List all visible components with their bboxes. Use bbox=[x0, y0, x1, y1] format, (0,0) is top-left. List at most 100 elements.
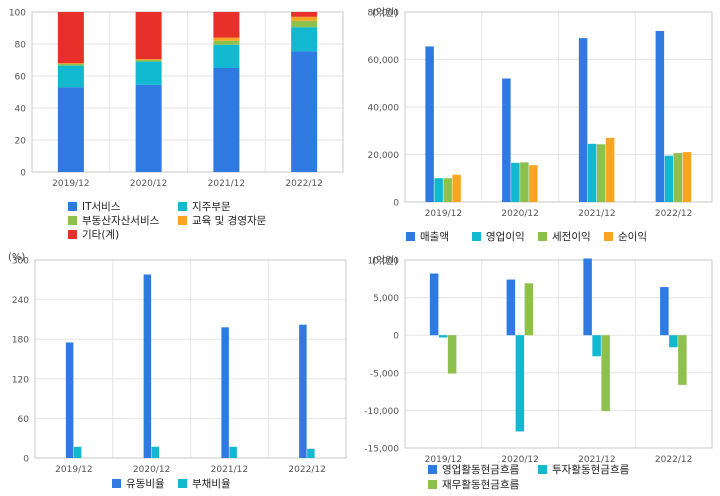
bar bbox=[587, 143, 597, 202]
bar bbox=[143, 274, 152, 458]
ratios-chart: (%) 0 60 120 180 240 300 2019/12 2020/12 2021/12… bbox=[0, 248, 360, 496]
legend-label: 영업이익 bbox=[486, 231, 525, 243]
legend-item-investing-cf[interactable]: 투자활동현금흐름 bbox=[538, 462, 629, 477]
legend-label: 영업활동현금흐름 bbox=[442, 464, 520, 476]
bar bbox=[299, 324, 307, 458]
bar bbox=[601, 335, 610, 412]
bar bbox=[529, 165, 538, 202]
x-tick-label: 2019/12 bbox=[425, 209, 462, 219]
y-tick-label: 60,000 bbox=[368, 56, 400, 66]
legend-item-financing-cf[interactable]: 재무활동현금흐름 bbox=[428, 477, 519, 492]
y-tick-label: 0 bbox=[393, 199, 399, 209]
x-tick-label: 2021/12 bbox=[578, 209, 615, 219]
legend-item-holding[interactable]: 지주부문 bbox=[178, 199, 231, 214]
bar bbox=[291, 16, 318, 21]
bar bbox=[221, 327, 229, 458]
x-tick-label: 2021/12 bbox=[211, 465, 248, 475]
bar bbox=[669, 335, 678, 348]
bar bbox=[583, 258, 592, 336]
bar bbox=[213, 37, 240, 41]
y-tick-label: 0 bbox=[20, 169, 26, 179]
bar bbox=[447, 335, 457, 374]
earnings-plot: 0 20,000 40,000 60,000 80,000 2019/12 2020/12 2… bbox=[368, 9, 713, 219]
y-tick-label: -5,000 bbox=[370, 369, 399, 379]
bar bbox=[291, 20, 318, 28]
legend-label: 지주부문 bbox=[192, 201, 231, 213]
legend-item-education[interactable]: 교육 및 경영자문 bbox=[178, 213, 266, 228]
x-tick-label: 2022/12 bbox=[285, 179, 322, 189]
bar bbox=[660, 287, 669, 336]
x-tick-label: 2021/12 bbox=[578, 455, 615, 465]
legend-label: 투자활동현금흐름 bbox=[552, 464, 630, 476]
legend-item-current-ratio[interactable]: 유동비율 bbox=[112, 476, 165, 491]
bar bbox=[291, 12, 318, 17]
bar bbox=[57, 64, 84, 66]
bar bbox=[655, 31, 665, 202]
ratios-unit-label: (%) bbox=[8, 252, 26, 263]
legend-item-other[interactable]: 기타(계) bbox=[68, 227, 119, 242]
y-tick-label: 20,000 bbox=[368, 151, 400, 161]
bar bbox=[511, 162, 520, 202]
revenue-mix-plot: 0 20 40 60 80 100 2019/12 2020/12 2021/12 2022/12 bbox=[9, 9, 344, 189]
bar bbox=[682, 152, 692, 202]
y-tick-label: 80 bbox=[15, 41, 27, 51]
y-tick-label: 120 bbox=[12, 375, 29, 385]
x-tick-label: 2019/12 bbox=[55, 465, 92, 475]
bar bbox=[425, 46, 434, 202]
legend-item-operating-profit[interactable]: 영업이익 bbox=[472, 229, 525, 244]
bar bbox=[664, 155, 674, 202]
legend-item-revenue[interactable]: 매출액 bbox=[406, 229, 449, 244]
bar bbox=[291, 27, 318, 52]
bar bbox=[515, 335, 525, 432]
bar bbox=[213, 40, 240, 45]
ratios-plot: 0 60 120 180 240 300 2019/12 2020/12 2021/12 2022… bbox=[12, 257, 347, 475]
legend-label: IT서비스 bbox=[82, 201, 121, 213]
y-tick-label: 60 bbox=[15, 73, 27, 83]
legend-label: 재무활동현금흐름 bbox=[442, 479, 520, 491]
bar bbox=[229, 446, 237, 458]
legend-item-it-service[interactable]: IT서비스 bbox=[68, 199, 121, 214]
bar bbox=[434, 178, 443, 202]
bar bbox=[678, 335, 687, 385]
legend-item-real-estate[interactable]: 부동산자산서비스 bbox=[68, 213, 159, 228]
bar bbox=[524, 283, 534, 336]
x-tick-label: 2022/12 bbox=[655, 455, 692, 465]
bar bbox=[135, 61, 162, 85]
earnings-unit-label: (억원) bbox=[372, 8, 399, 19]
plot-frame bbox=[404, 11, 713, 203]
bar bbox=[135, 12, 162, 60]
bar bbox=[429, 273, 439, 336]
legend-label: 순이익 bbox=[618, 231, 647, 243]
y-tick-label: 0 bbox=[23, 455, 29, 465]
x-tick-label: 2020/12 bbox=[133, 465, 170, 475]
x-tick-label: 2019/12 bbox=[425, 455, 462, 465]
legend-item-net-profit[interactable]: 순이익 bbox=[604, 229, 647, 244]
y-tick-label: -15,000 bbox=[364, 445, 399, 455]
x-tick-label: 2019/12 bbox=[52, 179, 89, 189]
y-tick-label: 300 bbox=[12, 257, 29, 267]
x-tick-label: 2020/12 bbox=[501, 209, 538, 219]
legend-item-operating-cf[interactable]: 영업활동현금흐름 bbox=[428, 462, 519, 477]
bar bbox=[135, 60, 162, 62]
bar bbox=[57, 12, 84, 64]
revenue-mix-chart: 0 20 40 60 80 100 2019/12 2020/12 2021/12 2022/12… bbox=[0, 0, 360, 248]
bar bbox=[57, 63, 84, 64]
cashflow-chart: (억원) -15,000 -10,000 -5,000 0 5,000 10,000 201… bbox=[360, 248, 720, 496]
legend-item-pretax-profit[interactable]: 세전이익 bbox=[538, 229, 591, 244]
bar bbox=[443, 178, 452, 202]
x-tick-label: 2020/12 bbox=[501, 455, 538, 465]
y-tick-label: 10,000 bbox=[368, 257, 400, 267]
plot-frame bbox=[404, 259, 713, 449]
bar bbox=[135, 84, 162, 172]
y-tick-label: 40,000 bbox=[368, 104, 400, 114]
earnings-chart: (억원) 0 20,000 40,000 60,000 80,000 2019/12 202… bbox=[360, 0, 720, 248]
bar bbox=[65, 342, 74, 458]
bar bbox=[213, 68, 240, 172]
y-tick-label: 20 bbox=[15, 137, 27, 147]
legend-label: 부채비율 bbox=[192, 478, 231, 490]
bar bbox=[73, 446, 82, 458]
cashflow-plot: -15,000 -10,000 -5,000 0 5,000 10,000 2019/12 2… bbox=[364, 257, 713, 465]
x-tick-label: 2022/12 bbox=[655, 209, 692, 219]
legend-label: 교육 및 경영자문 bbox=[192, 215, 267, 227]
legend-item-debt-ratio[interactable]: 부채비율 bbox=[178, 476, 231, 491]
